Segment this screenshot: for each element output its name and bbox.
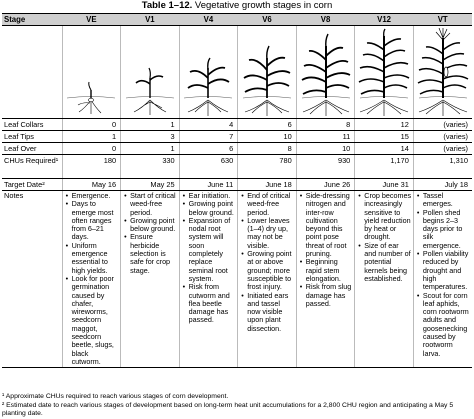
table-caption: Vegetative growth stages in corn <box>192 0 333 11</box>
note-item: Size of ear and number of potential kern… <box>358 241 412 283</box>
row-label: Leaf Collars <box>2 118 63 131</box>
target-date-row: Target Date² May 16 May 25 June 11 June … <box>2 178 472 191</box>
row-label: Target Date² <box>2 178 63 191</box>
row-label: Leaf Tips <box>2 130 63 143</box>
note-item: Growing point at or above ground; more s… <box>241 249 295 291</box>
corn-plant-v4-illustration <box>184 57 233 116</box>
stage-v8: V8 <box>296 13 355 26</box>
notes-list: Start of critical weed-free period. Grow… <box>124 191 178 275</box>
illustration-row <box>2 25 472 119</box>
notes-row: Notes Emergence. Days to emerge most oft… <box>2 190 472 369</box>
corn-plant-v12-illustration <box>358 28 410 116</box>
chus-required-row: CHUs Required¹ 180 330 630 780 930 1,170… <box>2 154 472 179</box>
notes-list: Ear initiation. Growing point below grou… <box>183 191 237 325</box>
note-item: Ear initiation. <box>183 191 237 200</box>
stage-v6: V6 <box>237 13 297 26</box>
stage-v4: V4 <box>179 13 238 26</box>
note-item: Growing point below ground. <box>183 200 237 217</box>
row-label: Leaf Over <box>2 142 63 155</box>
note-item: Tassel emerges. <box>417 191 471 209</box>
corn-plant-vt-illustration <box>417 28 469 116</box>
notes-list: Crop becomes increasingly sensitive to y… <box>358 191 412 283</box>
note-item: Beginning rapid stem elongation. <box>300 258 354 283</box>
note-item: Pollen viability reduced by drought and … <box>417 249 471 291</box>
row-label: CHUs Required¹ <box>2 154 63 179</box>
stage-ve: VE <box>62 13 121 26</box>
stage-v1: V1 <box>120 13 180 26</box>
growth-stage-table: Stage VE V1 V4 V6 V8 V12 VT <box>2 13 472 369</box>
table-title: Table 1–12. Vegetative growth stages in … <box>0 0 474 12</box>
note-item: Side-dressing nitrogen and inter-row cul… <box>300 191 354 258</box>
footnote-1: ¹ Approximate CHUs required to reach var… <box>2 393 229 400</box>
note-item: Risk from cutworm and flea beetle damage… <box>183 283 237 325</box>
note-item: Growing point below ground. <box>124 216 178 234</box>
header-row: Stage VE V1 V4 V6 V8 V12 VT <box>2 13 472 26</box>
note-item: Initiated ears and tassel now visible up… <box>241 291 295 333</box>
note-item: Risk from slug damage has passed. <box>300 283 354 308</box>
row-label: Notes <box>2 190 63 369</box>
note-item: Pollen shed begins 2–3 days prior to sil… <box>417 208 471 250</box>
note-item: Look for poor germination caused by chaf… <box>66 274 120 366</box>
table-number: Table 1–12. <box>141 0 193 11</box>
note-item: Lower leaves (1–4) dry up, may not be vi… <box>241 216 295 250</box>
corn-plant-v6-illustration <box>242 45 292 116</box>
note-item: Expansion of nodal root system will soon… <box>183 216 237 283</box>
stage-v12: V12 <box>354 13 414 26</box>
note-item: Ensure herbicide selection is safe for c… <box>124 233 178 275</box>
notes-list: Tassel emerges. Pollen shed begins 2–3 d… <box>417 191 471 358</box>
leaf-tips-row: Leaf Tips 1 3 7 10 11 15 (varies) <box>2 130 472 143</box>
stage-vt: VT <box>413 13 472 26</box>
note-item: Crop becomes increasingly sensitive to y… <box>358 191 412 242</box>
note-item: Days to emerge most often ranges from 6–… <box>66 200 120 242</box>
note-item: End of critical weed-free period. <box>241 191 295 217</box>
leaf-over-row: Leaf Over 0 1 6 8 10 14 (varies) <box>2 142 472 155</box>
note-item: Emergence. <box>66 191 120 200</box>
notes-list: Side-dressing nitrogen and inter-row cul… <box>300 191 354 308</box>
notes-list: End of critical weed-free period. Lower … <box>241 191 295 333</box>
note-item: Scout for corn leaf aphids, corn rootwor… <box>417 291 471 358</box>
corn-plant-v8-illustration <box>301 33 350 116</box>
notes-list: Emergence. Days to emerge most often ran… <box>66 191 120 366</box>
note-item: Uniform emergence essential to high yiel… <box>66 241 120 275</box>
footnote-2: ² Estimated date to reach various stages… <box>2 402 454 417</box>
corn-plant-v1-illustration <box>125 67 174 115</box>
stage-header: Stage <box>2 13 63 26</box>
corn-plant-ve-illustration <box>67 81 116 114</box>
note-item: Start of critical weed-free period. <box>124 191 178 217</box>
leaf-collars-row: Leaf Collars 0 1 4 6 8 12 (varies) <box>2 118 472 131</box>
